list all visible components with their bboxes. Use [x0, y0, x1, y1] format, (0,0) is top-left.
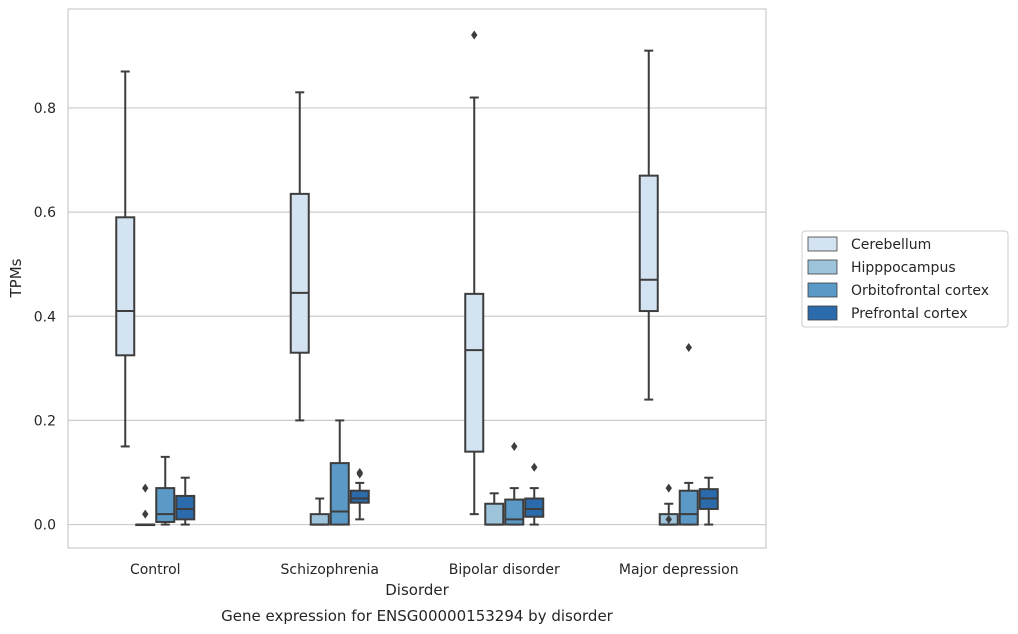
outlier-point: [665, 514, 672, 524]
iqr-box: [309, 513, 330, 526]
legend-swatch: [807, 282, 838, 298]
outlier-point: [511, 441, 518, 451]
iqr-box: [349, 489, 370, 504]
box-hipppocampus: [658, 483, 679, 526]
iqr-box: [638, 174, 659, 313]
plot-area-frame: [67, 8, 767, 549]
iqr-box: [524, 497, 545, 518]
outlier-point: [685, 343, 692, 353]
x-tick-label: Schizophrenia: [281, 562, 379, 578]
box-prefrontal-cortex: [349, 467, 370, 521]
legend-label: Cerebellum: [851, 237, 931, 253]
legend-swatch: [807, 259, 838, 275]
box-hipppocampus: [135, 483, 156, 527]
x-tick-label: Bipolar disorder: [449, 562, 560, 578]
box-prefrontal-cortex: [698, 476, 719, 526]
iqr-box: [175, 494, 196, 521]
legend: Cerebellum Hipppocampus Orbitofrontal cort…: [801, 230, 1009, 328]
legend-swatch: [807, 236, 838, 252]
box-plots: [115, 30, 719, 527]
y-tick-label: 0.8: [34, 101, 56, 117]
outlier-point: [531, 462, 538, 472]
box-orbitofrontal-cortex: [155, 455, 176, 526]
iqr-box: [289, 192, 310, 354]
iqr-box: [155, 487, 176, 523]
iqr-box: [484, 502, 505, 526]
legend-label: Orbitofrontal cortex: [851, 283, 989, 299]
y-tick-label: 0.6: [34, 205, 56, 221]
y-tick-label: 0.0: [34, 518, 56, 534]
outlier-point: [142, 483, 149, 493]
legend-frame: [801, 230, 1009, 328]
x-axis-label: Disorder: [385, 581, 449, 599]
y-tick-label: 0.4: [34, 309, 56, 325]
box-cerebellum: [638, 49, 659, 401]
y-tick-label: 0.2: [34, 413, 56, 429]
box-orbitofrontal-cortex: [504, 441, 525, 526]
iqr-box: [115, 216, 136, 357]
box-hipppocampus: [484, 492, 505, 526]
iqr-box: [504, 498, 525, 526]
legend-swatch: [807, 305, 838, 321]
y-axis-label: TPMs: [7, 258, 25, 298]
box-cerebellum: [289, 91, 310, 422]
box-orbitofrontal-cortex: [678, 343, 699, 526]
box-cerebellum: [464, 30, 485, 516]
chart-title: Gene expression for ENSG00000153294 by d…: [221, 607, 614, 625]
iqr-box: [678, 489, 699, 526]
y-tick-labels: 0.0 0.2 0.4 0.6 0.8: [34, 101, 56, 534]
box-prefrontal-cortex: [524, 462, 545, 526]
outlier-point: [142, 509, 149, 519]
x-tick-labels: Control Schizophrenia Bipolar disorder Majo…: [130, 562, 739, 578]
outlier-point: [356, 469, 363, 479]
box-orbitofrontal-cortex: [329, 419, 350, 526]
gridlines: [68, 107, 766, 526]
x-tick-label: Control: [130, 562, 181, 578]
box-cerebellum: [115, 70, 136, 448]
iqr-box: [329, 462, 350, 526]
box-hipppocampus: [309, 497, 330, 526]
legend-label: Hipppocampus: [851, 260, 956, 276]
legend-label: Prefrontal cortex: [851, 306, 968, 322]
outlier-point: [471, 30, 478, 40]
iqr-box: [464, 292, 485, 453]
box-prefrontal-cortex: [175, 476, 196, 526]
x-tick-label: Major depression: [619, 562, 739, 578]
outlier-point: [665, 483, 672, 493]
